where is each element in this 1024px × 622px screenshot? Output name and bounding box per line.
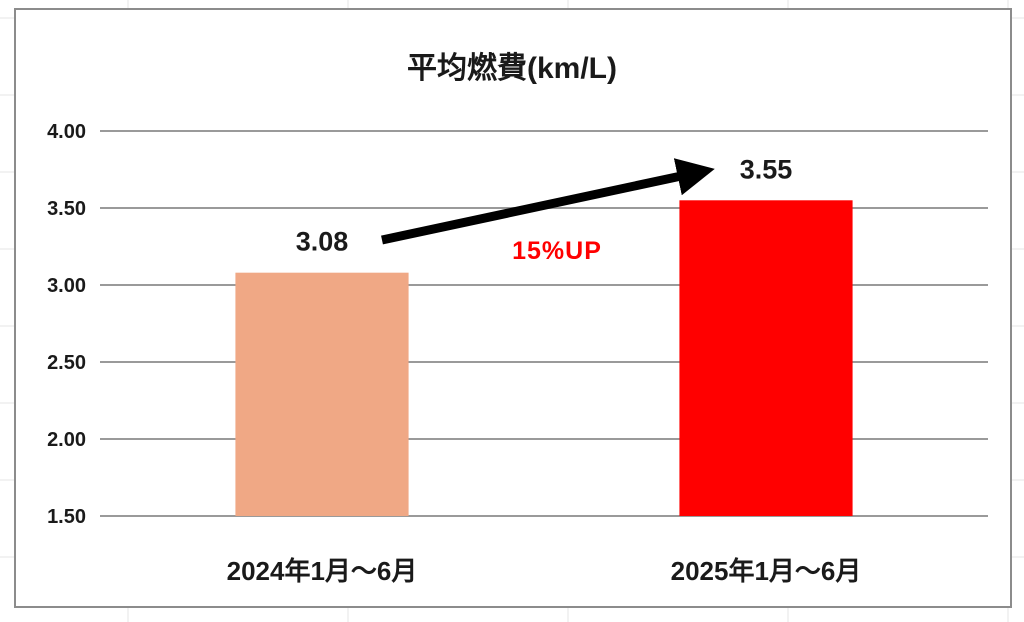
data-labels: 3.08 3.55 xyxy=(296,154,793,256)
y-tick-label: 4.00 xyxy=(47,121,86,143)
increase-arrow xyxy=(381,158,715,245)
bar[interactable] xyxy=(679,200,853,517)
y-tick-label: 2.00 xyxy=(47,429,86,451)
y-tick-label: 3.00 xyxy=(47,275,86,297)
x-axis-category-labels: 2024年1月～6月 2025年1月～6月 xyxy=(227,556,862,586)
y-tick-label: 3.50 xyxy=(47,198,86,220)
increase-annotation: 15%UP xyxy=(512,237,602,265)
y-axis-tick-labels: 1.50 2.00 2.50 3.00 3.50 4.00 xyxy=(47,121,86,528)
category-label: 2024年1月～6月 xyxy=(227,556,418,586)
bar-value-label: 3.08 xyxy=(296,227,349,257)
bars xyxy=(235,200,853,517)
chart-title: 平均燃費(km/L) xyxy=(407,52,617,85)
bar[interactable] xyxy=(235,272,409,516)
y-tick-label: 1.50 xyxy=(47,506,86,528)
category-label: 2025年1月～6月 xyxy=(671,556,862,586)
gridlines xyxy=(100,130,988,517)
bar-value-label: 3.55 xyxy=(740,154,793,184)
y-tick-label: 2.50 xyxy=(47,352,86,374)
